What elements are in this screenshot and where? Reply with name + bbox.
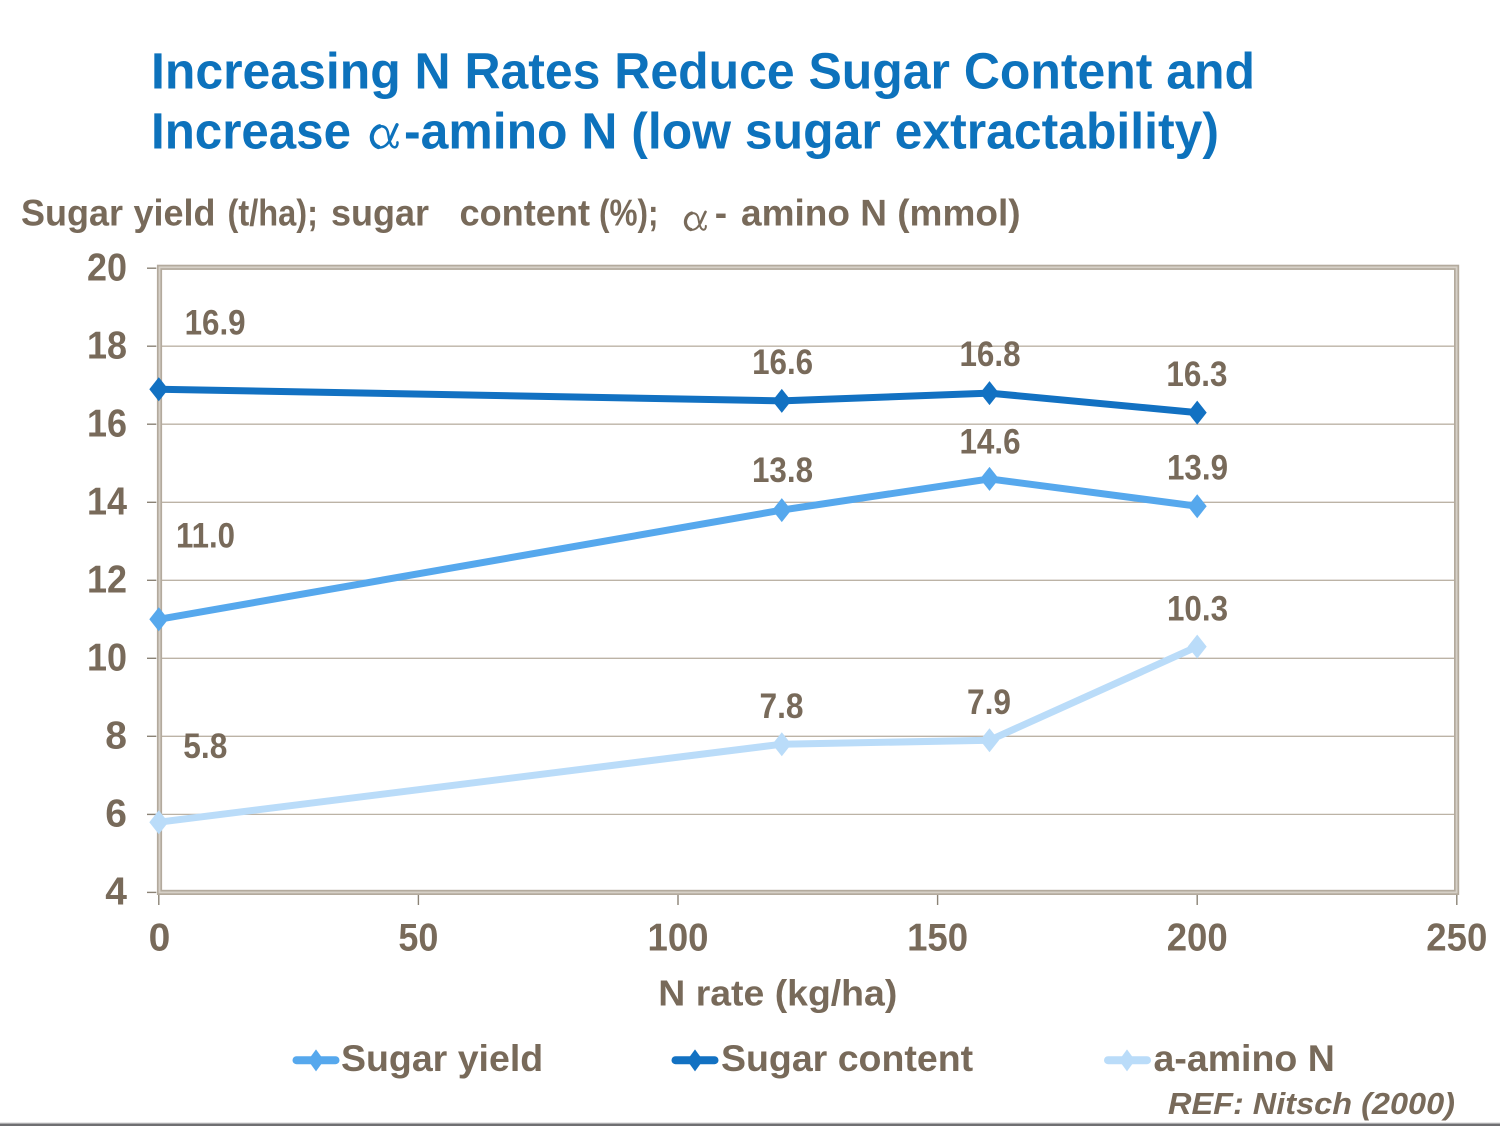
svg-text:4: 4 <box>105 871 127 914</box>
svg-text:(%);: (%); <box>599 193 659 234</box>
svg-text:200: 200 <box>1167 917 1228 960</box>
svg-text:amino N (mmol): amino N (mmol) <box>741 193 1021 234</box>
svg-text:11.0: 11.0 <box>176 517 235 556</box>
svg-text:100: 100 <box>648 917 709 960</box>
svg-text:10.3: 10.3 <box>1167 590 1228 629</box>
svg-text:12: 12 <box>87 559 127 602</box>
svg-text:20: 20 <box>87 246 127 289</box>
svg-text:Sugar: Sugar <box>21 193 123 234</box>
svg-text:250: 250 <box>1426 917 1487 960</box>
svg-text:6: 6 <box>105 793 127 836</box>
svg-text:16.6: 16.6 <box>752 343 813 382</box>
svg-text:0: 0 <box>149 917 171 960</box>
svg-text:a-amino N: a-amino N <box>1154 1037 1335 1079</box>
svg-text:14.6: 14.6 <box>960 423 1021 462</box>
svg-text:7.8: 7.8 <box>760 687 804 726</box>
svg-text:16.9: 16.9 <box>185 304 246 343</box>
svg-text:14: 14 <box>87 481 127 524</box>
svg-text:50: 50 <box>398 917 438 960</box>
svg-text:Sugar content: Sugar content <box>721 1037 974 1079</box>
svg-text:Increasing N Rates Reduce Suga: Increasing N Rates Reduce Sugar Content … <box>151 42 1255 99</box>
svg-text:13.8: 13.8 <box>752 451 813 490</box>
svg-text:-amino N (low sugar extractabi: -amino N (low sugar extractability) <box>404 102 1219 159</box>
svg-text:10: 10 <box>87 637 127 680</box>
svg-text:(t/ha);: (t/ha); <box>228 193 319 234</box>
svg-text:8: 8 <box>105 715 127 758</box>
svg-text:Increase: Increase <box>151 102 351 159</box>
svg-text:18: 18 <box>87 324 127 367</box>
svg-text:150: 150 <box>907 917 968 960</box>
svg-text:13.9: 13.9 <box>1167 448 1228 487</box>
svg-text:-: - <box>715 193 727 234</box>
svg-text:Sugar yield: Sugar yield <box>341 1037 543 1079</box>
svg-text:REF: Nitsch (2000): REF: Nitsch (2000) <box>1168 1087 1455 1121</box>
svg-text:content: content <box>460 193 591 234</box>
svg-text:16: 16 <box>87 402 127 445</box>
svg-text:sugar: sugar <box>331 193 429 234</box>
svg-text:16.8: 16.8 <box>960 335 1021 374</box>
svg-text:yield: yield <box>134 193 216 234</box>
svg-text:7.9: 7.9 <box>967 683 1011 722</box>
svg-text:N rate (kg/ha): N rate (kg/ha) <box>658 973 897 1014</box>
svg-text:5.8: 5.8 <box>183 727 227 766</box>
svg-text:16.3: 16.3 <box>1166 355 1227 394</box>
